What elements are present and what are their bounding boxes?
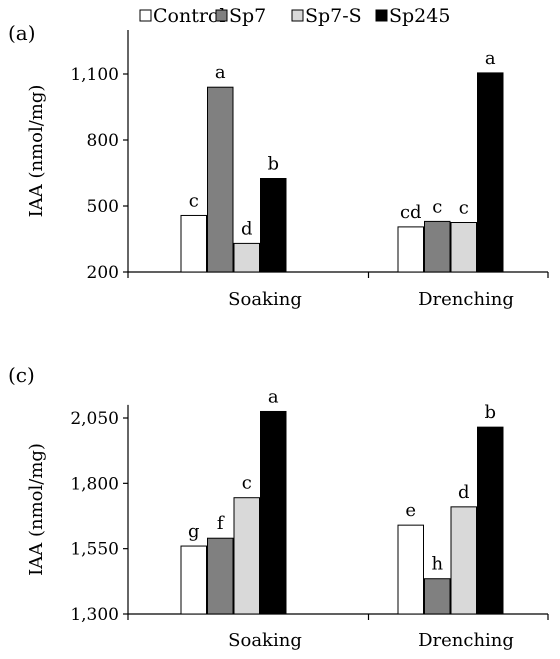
legend-swatch-sp7-s: [291, 9, 304, 22]
panel-c-y-axis-label: IAA (nmol/mg): [26, 443, 47, 576]
panel-a-bar-sp7-soaking: [207, 86, 234, 273]
panel-a-y-tick-label: 200: [87, 263, 119, 283]
panel-a-significance-label: c: [432, 196, 442, 217]
panel-c-significance-label: h: [431, 554, 443, 575]
panel-c-label: (c): [8, 363, 35, 387]
panel-a-significance-label: a: [215, 62, 226, 83]
panel-a-bar-control-drenching: [397, 226, 424, 273]
panel-c-significance-label: b: [484, 402, 496, 423]
panel-a-significance-label: a: [485, 48, 496, 69]
panel-c-bar-control-soaking: [180, 545, 207, 615]
panel-c-significance-label: d: [458, 482, 470, 503]
panel-c-significance-label: a: [268, 386, 279, 407]
panel-a-y-axis-label: IAA (nmol/mg): [26, 85, 47, 218]
panel-a-label: (a): [8, 21, 36, 45]
panel-c-bar-sp7-s-drenching: [450, 506, 477, 615]
panel-c-y-tick-label: 1,300: [70, 605, 119, 625]
panel-c-significance-label: g: [188, 521, 200, 542]
panel-a-y-tick-label: 1,100: [70, 65, 119, 85]
legend-label-control: Control: [153, 5, 225, 27]
panel-a-bar-sp245-soaking: [260, 178, 287, 273]
panel-c-category-label: Soaking: [228, 630, 302, 651]
legend-label-sp245: Sp245: [389, 5, 450, 27]
panel-c-y-tick-label: 1,800: [70, 474, 119, 494]
panel-a-significance-label: c: [189, 190, 199, 211]
legend-label-sp7-s: Sp7-S: [305, 5, 362, 27]
panel-a-bar-sp7-drenching: [424, 220, 451, 273]
panel-a-bar-sp7-s-drenching: [450, 222, 477, 273]
panel-c-bar-sp7-drenching: [424, 578, 451, 615]
panel-a-category-label: Drenching: [418, 289, 514, 310]
legend-swatch-sp245: [375, 9, 388, 22]
legend-label-sp7: Sp7: [229, 5, 266, 27]
panel-c-bar-sp7-soaking: [207, 537, 234, 615]
panel-c-y-tick-label: 1,550: [70, 540, 119, 560]
panel-c-bar-sp245-soaking: [260, 410, 287, 615]
panel-c-y-tick-label: 2,050: [70, 409, 119, 429]
panel-c-significance-label: c: [242, 473, 252, 494]
panel-a-significance-label: cd: [400, 202, 422, 223]
panel-a-bar-sp245-drenching: [477, 72, 504, 273]
panel-c-category-label: Drenching: [418, 630, 514, 651]
panel-c-bar-control-drenching: [397, 524, 424, 615]
panel-c-bar-sp7-s-soaking: [233, 497, 260, 615]
panel-c-bar-sp245-drenching: [477, 426, 504, 615]
panel-a-significance-label: c: [459, 198, 469, 219]
panel-c-significance-label: e: [405, 500, 416, 521]
legend-swatch-control: [139, 9, 152, 22]
panel-a-y-tick-label: 800: [87, 131, 119, 151]
panel-a-significance-label: b: [267, 154, 279, 175]
legend-swatch-sp7: [215, 9, 228, 22]
panel-a-significance-label: d: [241, 218, 253, 239]
panel-c-significance-label: f: [217, 513, 225, 534]
panel-a-y-tick-label: 500: [87, 197, 119, 217]
panel-a-category-label: Soaking: [228, 289, 302, 310]
panel-a-bar-sp7-s-soaking: [233, 242, 260, 273]
panel-a-bar-control-soaking: [180, 214, 207, 273]
